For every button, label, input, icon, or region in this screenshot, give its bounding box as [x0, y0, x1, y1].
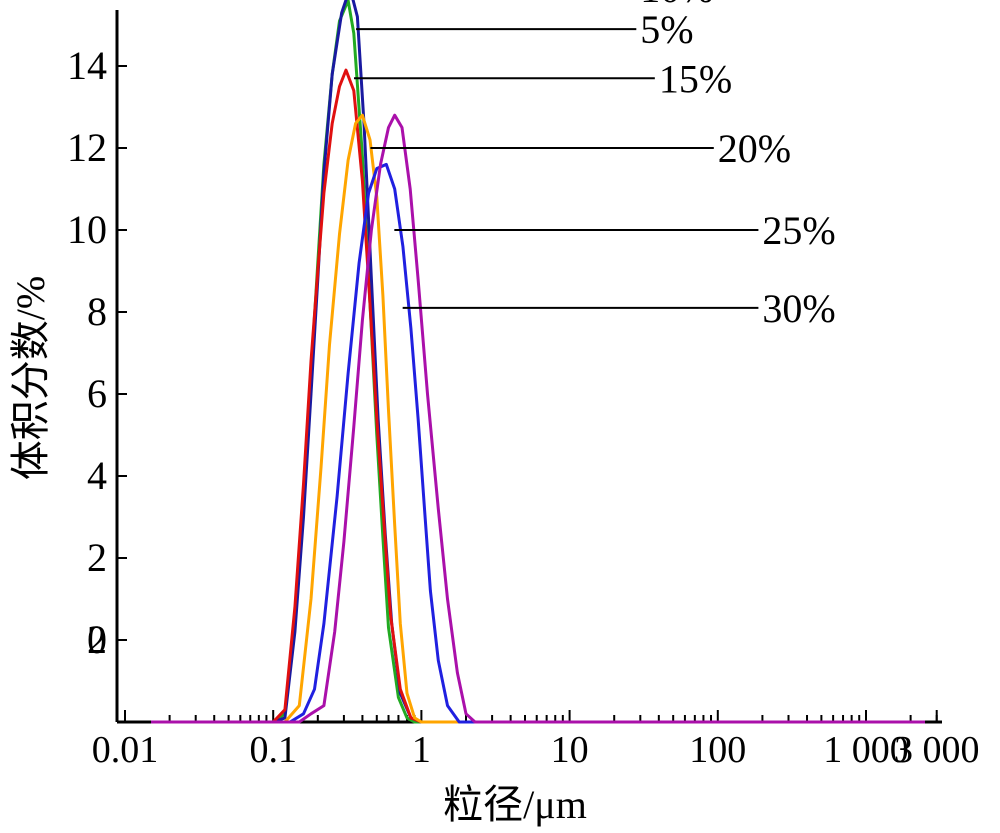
- x-tick-label: 3 000: [894, 729, 980, 771]
- y-tick-label: 2: [87, 535, 107, 580]
- y-tick-label: 14: [67, 43, 107, 88]
- annotation-label: 10%: [640, 0, 713, 11]
- annotation-label: 30%: [762, 286, 835, 331]
- series-lines: [151, 0, 925, 724]
- series-line-30pct: [151, 113, 925, 724]
- y-tick-label: 12: [67, 125, 107, 170]
- y-tick-label: 10: [67, 207, 107, 252]
- annotation-label: 20%: [718, 126, 791, 171]
- y-tick-label: 8: [87, 289, 107, 334]
- series-line-20pct: [151, 113, 925, 724]
- x-tick-label: 1 000: [823, 729, 909, 771]
- x-tick-label: 0.01: [92, 729, 159, 771]
- series-line-5pct: [151, 0, 925, 724]
- axes: [115, 10, 942, 724]
- y-axis-label: 体积分数/%: [8, 276, 53, 480]
- annotation-label: 5%: [640, 7, 693, 52]
- series-line-10pct: [151, 0, 925, 724]
- x-tick-label: 10: [551, 729, 589, 771]
- x-tick-label: 100: [689, 729, 746, 771]
- y-tick-label: 4: [87, 453, 107, 498]
- series-annotations: 10%5%15% 20% 25% 30%: [354, 0, 836, 331]
- y-tick-label: 0: [87, 617, 107, 662]
- y-tick-label: 16: [67, 0, 107, 6]
- x-axis-label: 粒径/μm: [443, 782, 587, 827]
- y-tick-label: 6: [87, 371, 107, 416]
- series-line-25pct: [151, 162, 925, 724]
- annotation-label: 25%: [762, 208, 835, 253]
- y-ticks: 02468101214162: [67, 0, 127, 662]
- annotation-label: 15%: [659, 56, 732, 101]
- y-tick-label: 2: [87, 617, 107, 662]
- series-line-15pct: [151, 68, 925, 724]
- x-tick-label: 1: [412, 729, 431, 771]
- x-tick-label: 0.1: [249, 729, 297, 771]
